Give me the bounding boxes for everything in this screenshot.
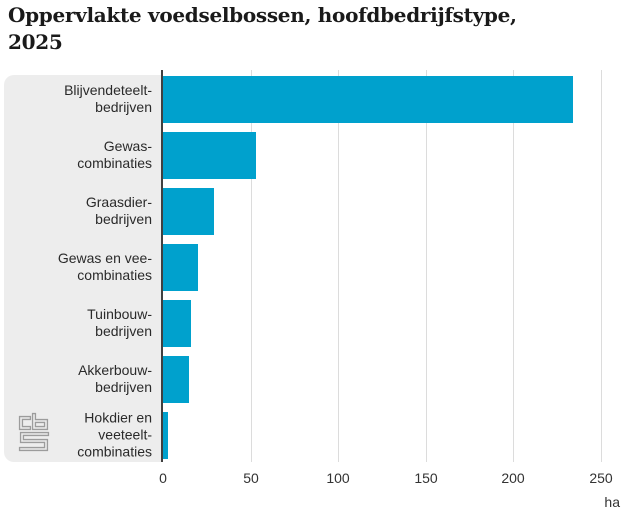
gridline-x-150	[426, 70, 427, 462]
x-tick-label-150: 150	[414, 470, 438, 486]
bar-graasdier-bedrijven	[163, 188, 214, 235]
category-label: Gewas-combinaties	[77, 138, 152, 171]
plot-area	[163, 70, 620, 462]
chart-title-line1: Oppervlakte voedselbossen, hoofdbedrijfs…	[8, 3, 517, 27]
chart-title: Oppervlakte voedselbossen, hoofdbedrijfs…	[8, 2, 598, 56]
x-tick-label-0: 0	[159, 470, 167, 486]
gridline-x-50	[251, 70, 252, 462]
bar-hokdier-en-veeteelt-combinaties	[163, 412, 168, 459]
bar-gewas-combinaties	[163, 132, 256, 179]
bar-akkerbouw-bedrijven	[163, 356, 189, 403]
y-axis-line	[161, 70, 163, 462]
x-tick-label-200: 200	[501, 470, 525, 486]
gridline-x-250	[601, 70, 602, 462]
gridline-x-200	[513, 70, 514, 462]
cbs-logo	[18, 412, 50, 452]
category-label: Blijvendeteelt-bedrijven	[64, 82, 152, 115]
x-tick-label-50: 50	[243, 470, 259, 486]
category-label: Akkerbouw-bedrijven	[78, 362, 152, 395]
category-label: Gewas en vee-combinaties	[57, 250, 152, 283]
gridline-x-100	[338, 70, 339, 462]
x-tick-label-100: 100	[326, 470, 350, 486]
bar-gewas-en-vee-combinaties	[163, 244, 198, 291]
bar-blijvendeteelt-bedrijven	[163, 76, 573, 123]
category-label: Tuinbouw-bedrijven	[87, 306, 152, 339]
category-label: Graasdier-bedrijven	[85, 194, 152, 227]
category-panel	[4, 75, 162, 462]
x-tick-label-250: 250	[589, 470, 613, 486]
chart-title-line2: 2025	[8, 30, 63, 54]
x-axis-unit-label: ha	[604, 494, 620, 510]
category-label: Hokdier en veeteelt-combinaties	[77, 409, 152, 460]
bar-tuinbouw-bedrijven	[163, 300, 191, 347]
